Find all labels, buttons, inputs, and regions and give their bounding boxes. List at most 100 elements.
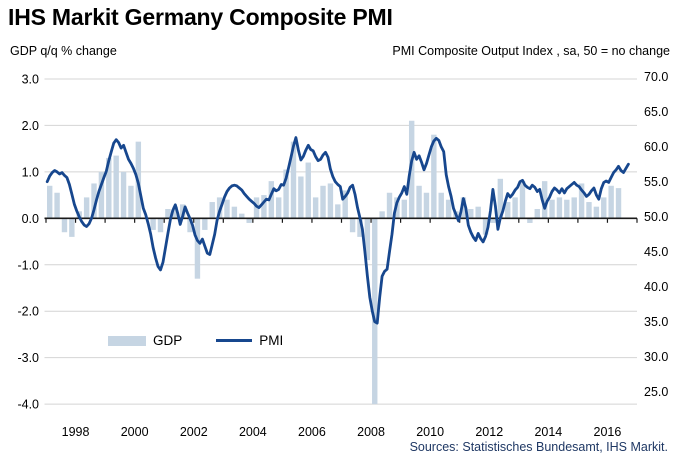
gdp-bar bbox=[593, 206, 600, 219]
chart-title: IHS Markit Germany Composite PMI bbox=[8, 4, 393, 30]
gdp-bar bbox=[556, 197, 563, 219]
right-axis-tick-label: 55.0 bbox=[644, 175, 668, 189]
gdp-bar bbox=[372, 218, 378, 405]
gdp-bar bbox=[165, 209, 171, 219]
x-axis-year-label: 2012 bbox=[475, 425, 503, 439]
right-axis-tick-label: 60.0 bbox=[644, 140, 668, 154]
gdp-bar bbox=[379, 211, 385, 219]
gdp-bar bbox=[534, 209, 540, 219]
x-axis-year-label: 2004 bbox=[239, 425, 267, 439]
gdp-bar bbox=[253, 197, 260, 219]
gdp-bar bbox=[512, 197, 518, 219]
gdp-bar bbox=[98, 171, 105, 219]
gdp-bar bbox=[290, 141, 297, 219]
gdp-bar bbox=[342, 190, 348, 219]
x-axis-year-label: 2000 bbox=[121, 425, 149, 439]
gdp-bar bbox=[305, 162, 311, 219]
gdp-bar bbox=[61, 218, 68, 233]
pmi-legend-label: PMI bbox=[259, 333, 284, 348]
gdp-bar bbox=[120, 171, 127, 219]
gdp-bar bbox=[83, 197, 90, 219]
gdp-bar bbox=[128, 185, 134, 219]
gdp-bar bbox=[438, 192, 444, 219]
gdp-bar bbox=[224, 199, 230, 219]
gdp-bar bbox=[482, 218, 489, 235]
gdp-bar bbox=[571, 197, 577, 219]
left-axis-tick-label: -4.0 bbox=[17, 398, 39, 412]
gdp-bar bbox=[564, 199, 570, 219]
left-axis-tick-label: -2.0 bbox=[17, 305, 39, 319]
gdp-bar bbox=[320, 185, 326, 219]
gdp-bar bbox=[401, 199, 407, 219]
x-axis-year-label: 1998 bbox=[62, 425, 90, 439]
gdp-bar bbox=[113, 155, 119, 219]
gdp-bar bbox=[91, 183, 97, 219]
left-axis-tick-label: -1.0 bbox=[17, 258, 39, 272]
gdp-bar bbox=[490, 218, 496, 223]
x-axis-year-label: 2016 bbox=[594, 425, 622, 439]
right-axis-tick-label: 25.0 bbox=[644, 385, 668, 399]
left-axis-title: GDP q/q % change bbox=[10, 44, 117, 58]
gdp-bar bbox=[505, 202, 511, 219]
gdp-bar bbox=[357, 218, 363, 237]
gdp-bar bbox=[608, 185, 614, 219]
pmi-legend-swatch bbox=[216, 339, 253, 342]
left-axis-tick-label: 2.0 bbox=[22, 119, 39, 133]
source-note: Sources: Statistisches Bundesamt, IHS Ma… bbox=[409, 440, 668, 454]
gdp-bar bbox=[519, 181, 526, 219]
left-axis-tick-label: 1.0 bbox=[22, 165, 39, 179]
gdp-bar bbox=[209, 202, 215, 219]
left-axis-tick-label: -3.0 bbox=[17, 351, 39, 365]
right-axis-tick-label: 40.0 bbox=[644, 280, 668, 294]
gdp-bar bbox=[578, 183, 585, 219]
gdp-bar bbox=[46, 185, 53, 219]
pmi-line bbox=[45, 136, 630, 325]
gdp-bar bbox=[431, 134, 437, 219]
gdp-bar bbox=[172, 206, 178, 219]
gdp-bar bbox=[187, 218, 193, 233]
gdp-bar bbox=[276, 197, 282, 219]
gdp-bar bbox=[364, 218, 371, 261]
x-axis-year-label: 2006 bbox=[298, 425, 326, 439]
gdp-bar bbox=[445, 199, 452, 219]
x-axis-year-label: 2010 bbox=[416, 425, 444, 439]
x-axis-year-label: 2008 bbox=[357, 425, 385, 439]
gdp-bar bbox=[416, 185, 422, 219]
gdp-bar bbox=[460, 197, 467, 219]
gdp-bar bbox=[349, 218, 356, 233]
gdp-bar bbox=[615, 188, 622, 219]
gdp-bar bbox=[106, 157, 112, 219]
x-axis-year-label: 2014 bbox=[534, 425, 562, 439]
gdp-bar bbox=[54, 192, 60, 219]
gdp-bar bbox=[335, 204, 341, 219]
gdp-bar bbox=[475, 206, 481, 219]
gdp-bar bbox=[586, 202, 592, 219]
gdp-bar bbox=[312, 197, 319, 219]
gdp-bar bbox=[231, 206, 238, 219]
gdp-bar bbox=[497, 178, 504, 219]
gdp-bar bbox=[327, 183, 334, 219]
gdp-legend-label: GDP bbox=[153, 333, 183, 348]
gdp-bar bbox=[261, 195, 267, 219]
left-axis-tick-label: 0.0 bbox=[22, 212, 39, 226]
gdp-bar bbox=[527, 218, 533, 223]
gdp-bar bbox=[246, 218, 252, 223]
right-axis-tick-label: 30.0 bbox=[644, 350, 668, 364]
gdp-bar bbox=[549, 199, 555, 219]
gdp-bar bbox=[239, 213, 245, 219]
right-axis-tick-label: 65.0 bbox=[644, 105, 668, 119]
right-axis-title: PMI Composite Output Index , sa, 50 = no… bbox=[392, 44, 670, 58]
gdp-bar bbox=[541, 181, 548, 219]
gdp-bar bbox=[423, 192, 430, 219]
gdp-bar bbox=[468, 209, 474, 219]
x-axis-year-label: 2002 bbox=[180, 425, 208, 439]
right-axis-tick-label: 50.0 bbox=[644, 210, 668, 224]
gdp-bar bbox=[283, 169, 289, 219]
right-axis-tick-label: 45.0 bbox=[644, 245, 668, 259]
gdp-bar bbox=[298, 176, 304, 219]
left-axis-tick-label: 3.0 bbox=[22, 72, 39, 86]
gdp-bar bbox=[194, 218, 201, 279]
gdp-bar bbox=[69, 218, 75, 237]
